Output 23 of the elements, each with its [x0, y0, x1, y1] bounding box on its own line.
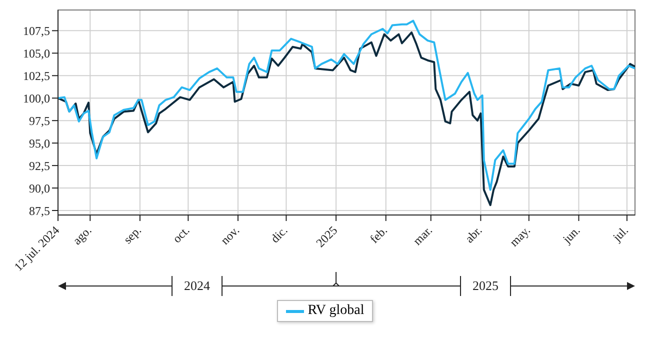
x-tick-label: dic.	[268, 223, 290, 246]
y-tick-label: 97,5	[29, 114, 50, 128]
x-tick-label: may.	[506, 223, 533, 250]
x-tick-label: jun.	[559, 223, 583, 247]
y-tick-label: 87,5	[29, 204, 50, 218]
text: 2024	[184, 278, 211, 293]
y-tick-label: 95,0	[29, 136, 50, 150]
y-tick-label: 107,5	[23, 24, 50, 38]
x-tick-label: jul.	[609, 223, 632, 245]
x-tick-label: oct.	[170, 223, 192, 246]
y-tick-label: 92,5	[29, 158, 50, 173]
x-tick-label: ago.	[70, 223, 94, 248]
x-tick-label: feb.	[367, 223, 390, 246]
x-tick-label: sep.	[120, 223, 144, 246]
y-tick-label: 105,0	[23, 46, 50, 60]
x-tick-label: abr.	[462, 223, 485, 246]
x-tick-label: nov.	[218, 223, 242, 248]
y-tick-label: 100,0	[23, 91, 50, 106]
x-tick-label: mar.	[410, 223, 435, 248]
text: 2025	[472, 278, 499, 293]
legend-label: RV global	[308, 303, 364, 319]
y-tick-label: 102,5	[23, 68, 50, 83]
y-tick-label: 90,0	[29, 181, 50, 196]
